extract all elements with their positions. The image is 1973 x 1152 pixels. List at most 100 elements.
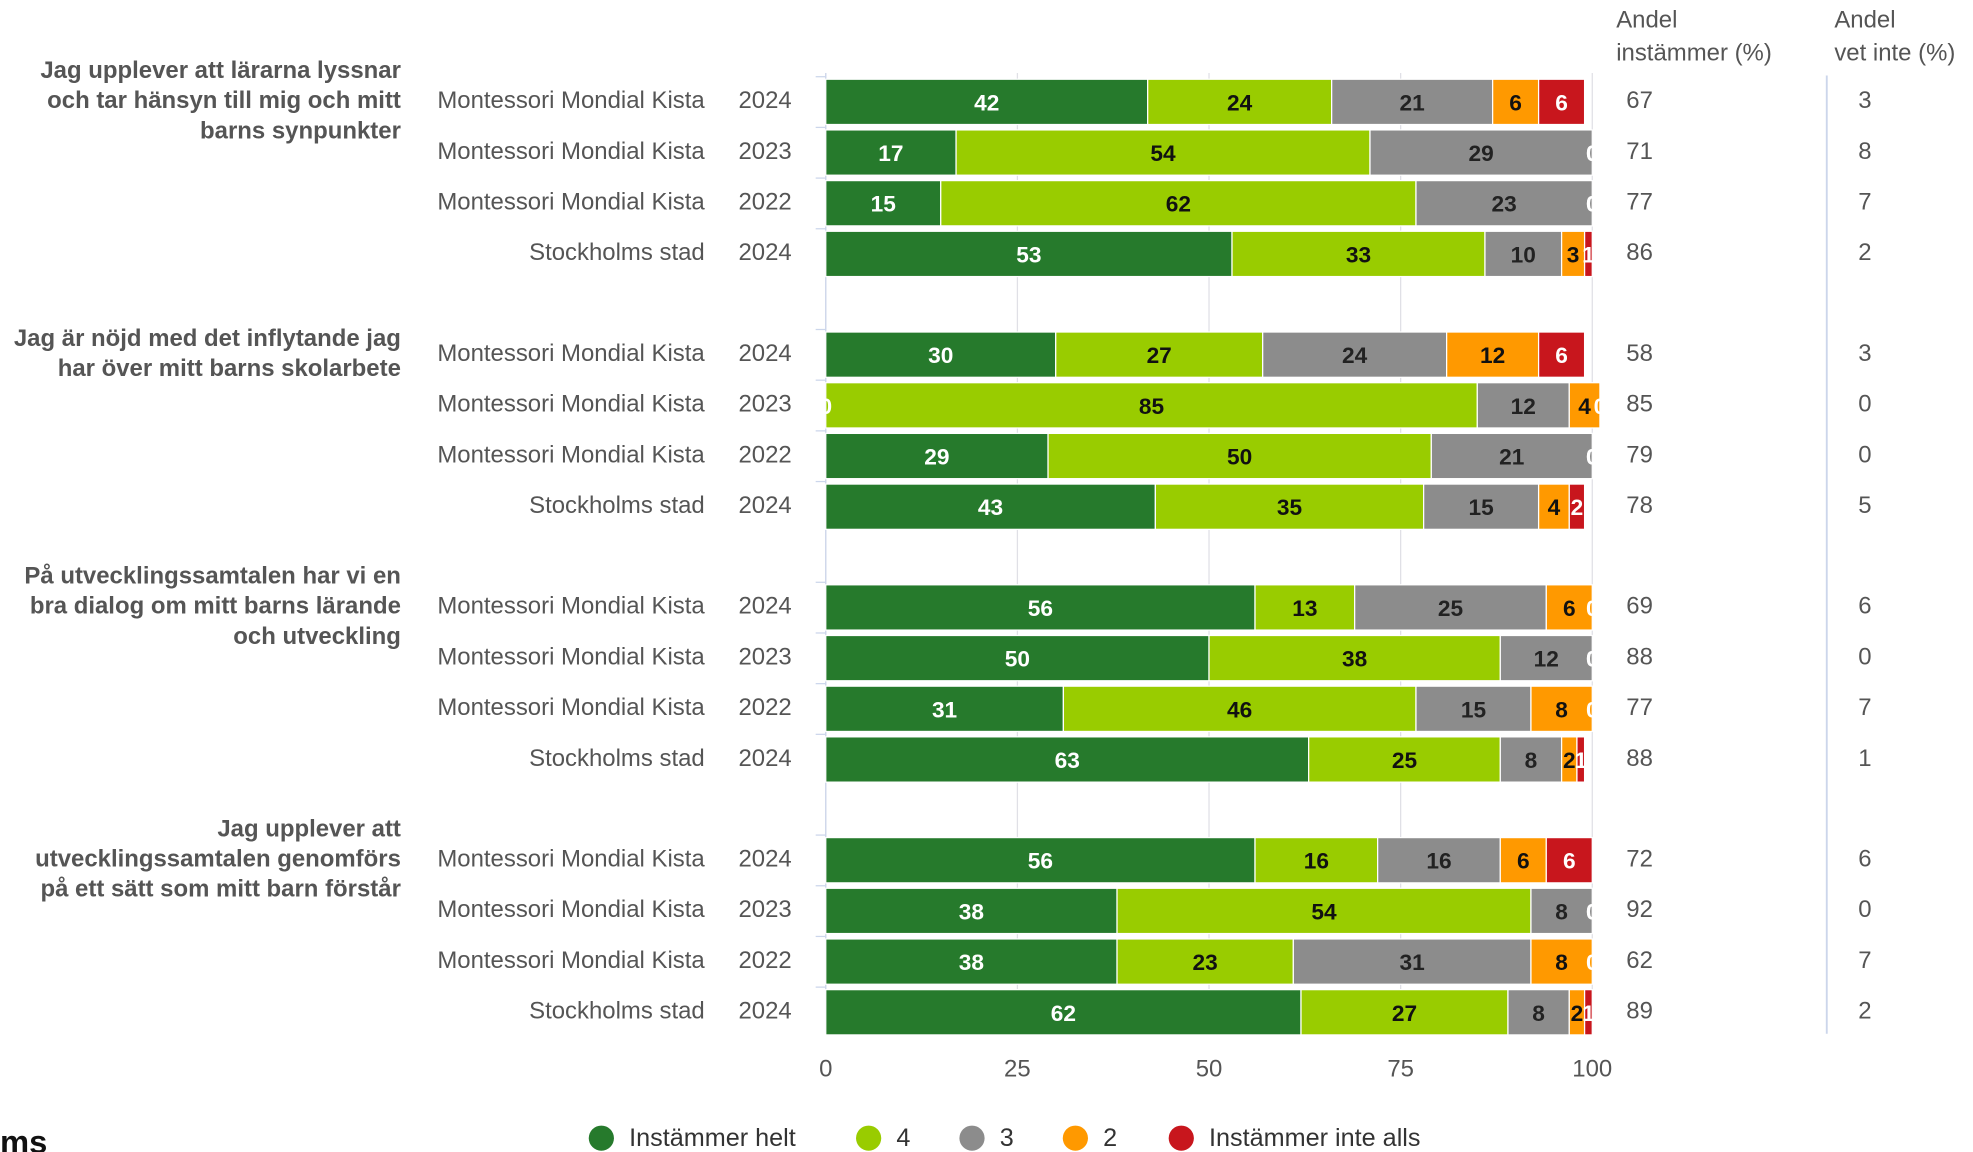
row-year: 2022 (738, 694, 791, 721)
row-school: Stockholms stad (529, 492, 705, 519)
data-label: 17 (878, 140, 903, 166)
row-school: Montessori Mondial Kista (437, 947, 705, 974)
data-label: 0 (1586, 191, 1599, 217)
x-tick-label: 50 (1196, 1056, 1223, 1083)
data-label: 0 (1586, 949, 1599, 975)
data-label: 53 (1016, 241, 1041, 267)
data-label: 0 (1586, 898, 1599, 924)
x-tick-label: 0 (819, 1056, 832, 1083)
data-label: 24 (1227, 89, 1253, 115)
row-school: Stockholms stad (529, 998, 705, 1025)
question-label: och utveckling (233, 623, 401, 650)
data-label: 43 (978, 494, 1003, 520)
dontknow-value: 6 (1858, 593, 1871, 620)
data-label: 0 (1586, 595, 1599, 621)
legend-label: 2 (1103, 1124, 1117, 1152)
row-school: Stockholms stad (529, 239, 705, 266)
data-label: 12 (1534, 646, 1559, 672)
bar-segment (940, 179, 1417, 227)
data-label: 2 (1571, 494, 1584, 520)
bar-segment (825, 584, 1256, 631)
row-year: 2023 (738, 138, 791, 165)
bar-segment (1415, 179, 1593, 227)
dontknow-value: 7 (1858, 947, 1871, 974)
data-label: 24 (1342, 342, 1368, 368)
bar-segment (1254, 584, 1356, 631)
column-header: vet inte (%) (1834, 39, 1955, 66)
bar-segment (1583, 230, 1593, 278)
legend-label: Instämmer inte alls (1209, 1124, 1420, 1152)
row-year: 2023 (738, 643, 791, 670)
bar-segment (1537, 331, 1586, 378)
dontknow-value: 0 (1858, 441, 1871, 468)
data-label: 8 (1555, 696, 1568, 722)
row-school: Montessori Mondial Kista (437, 694, 705, 721)
x-tick-label: 75 (1387, 1056, 1414, 1083)
row-school: Montessori Mondial Kista (437, 846, 705, 873)
data-label: 3 (1567, 241, 1580, 267)
row-year: 2022 (738, 441, 791, 468)
dontknow-value: 2 (1858, 998, 1871, 1025)
data-label: 29 (1469, 140, 1494, 166)
data-label: 2 (1563, 747, 1576, 773)
data-label: 1 (1582, 1000, 1595, 1026)
data-label: 12 (1511, 393, 1536, 419)
data-label: 27 (1392, 1000, 1417, 1026)
data-label: 38 (959, 949, 984, 975)
x-tick-label: 25 (1004, 1056, 1031, 1083)
data-label: 21 (1499, 444, 1524, 470)
bar-segment (1537, 78, 1586, 126)
data-label: 56 (1028, 595, 1053, 621)
agree-value: 77 (1626, 189, 1653, 216)
data-label: 0 (1586, 444, 1599, 470)
data-label: 0 (1586, 898, 1599, 924)
dontknow-value: 7 (1858, 189, 1871, 216)
data-label: 30 (928, 342, 953, 368)
data-label: 4 (1548, 494, 1561, 520)
row-school: Montessori Mondial Kista (437, 189, 705, 216)
data-label: 8 (1532, 1000, 1545, 1026)
bar-segment (1446, 331, 1540, 378)
agree-value: 72 (1626, 846, 1653, 873)
row-year: 2024 (738, 998, 791, 1025)
data-label: 23 (1193, 949, 1218, 975)
question-label: Jag är nöjd med det inflytande jag (14, 325, 401, 352)
legend-marker (588, 1125, 614, 1151)
data-label: 23 (1492, 191, 1517, 217)
data-label: 0 (1586, 646, 1599, 672)
dontknow-value: 6 (1858, 846, 1871, 873)
legend-marker (1062, 1125, 1088, 1151)
data-label: 8 (1555, 949, 1568, 975)
bar-segment (1499, 634, 1593, 682)
dontknow-value: 0 (1858, 643, 1871, 670)
data-label: 1 (1582, 241, 1595, 267)
data-label: 29 (924, 444, 949, 470)
bar-segment (825, 634, 1210, 682)
data-label: 0 (1586, 191, 1599, 217)
data-label: 1 (1574, 747, 1587, 773)
dontknow-value: 3 (1858, 87, 1871, 114)
row-school: Montessori Mondial Kista (437, 896, 705, 923)
data-label: 6 (1563, 595, 1576, 621)
bar-segment (1047, 432, 1432, 480)
bar-segment (1545, 584, 1593, 631)
row-school: Montessori Mondial Kista (437, 593, 705, 620)
bar-segment (1116, 887, 1532, 935)
data-label: 0 (1586, 696, 1599, 722)
bar-segment (825, 736, 1310, 783)
data-label: 31 (1400, 949, 1425, 975)
bar-segment (1415, 685, 1532, 733)
agree-value: 89 (1626, 998, 1653, 1025)
data-label: 21 (1400, 89, 1425, 115)
bar-segment (1476, 382, 1570, 429)
x-tick-label: 100 (1572, 1056, 1612, 1083)
bar-segment (1300, 989, 1509, 1036)
data-label: 6 (1509, 89, 1522, 115)
question-label: bra dialog om mitt barns lärande (30, 593, 401, 620)
bar-segment (1545, 836, 1593, 884)
column-header: instämmer (%) (1616, 39, 1772, 66)
data-label: 2 (1571, 1000, 1584, 1026)
legend-label: 3 (1000, 1124, 1014, 1152)
row-year: 2024 (738, 340, 791, 367)
agree-value: 86 (1626, 239, 1653, 266)
